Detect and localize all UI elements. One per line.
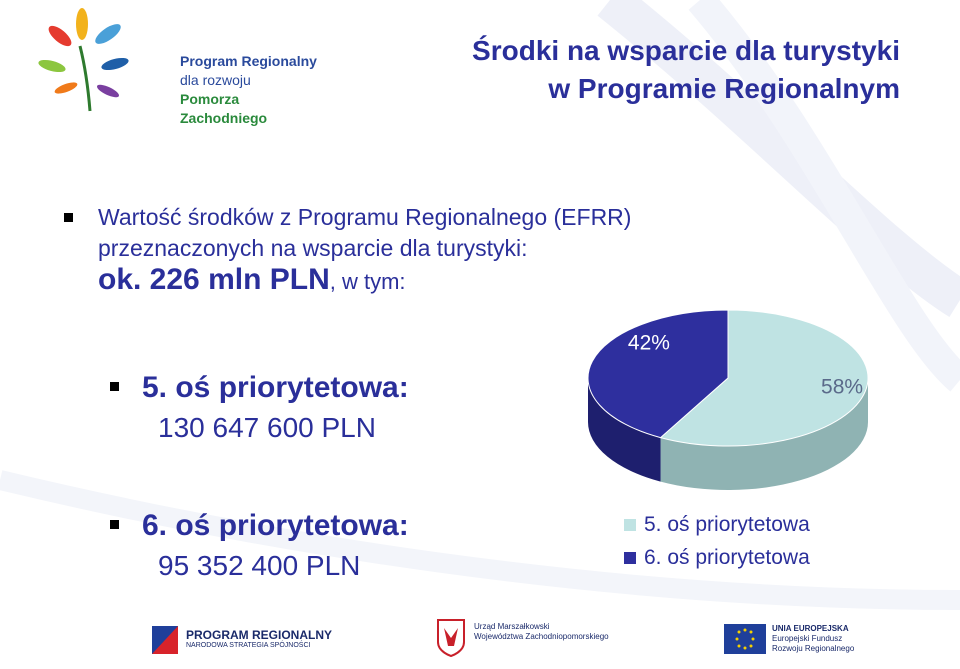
intro-line2: przeznaczonych na wsparcie dla turystyki…	[98, 235, 528, 261]
legend-label: 5. oś priorytetowa	[644, 513, 810, 536]
intro-suffix: , w tym:	[329, 269, 406, 294]
footer-center-line1: Urząd Marszałkowski	[474, 622, 550, 631]
title-line1: Środki na wsparcie dla turystyki	[472, 35, 900, 66]
pie-label-2: 42%	[628, 332, 670, 355]
axis-name: 6. oś priorytetowa:	[142, 509, 409, 542]
footer-right-line3: Rozwoju Regionalnego	[772, 644, 855, 653]
chart-legend: 5. oś priorytetowa 6. oś priorytetowa	[624, 508, 810, 574]
intro-line1: Wartość środków z Programu Regionalnego …	[98, 204, 632, 230]
legend-swatch	[624, 518, 636, 531]
axis-item-5: 5. oś priorytetowa: 130 647 600 PLN	[110, 368, 409, 448]
footer-center-line2: Województwa Zachodniopomorskiego	[474, 632, 609, 641]
axis-name: 5. oś priorytetowa:	[142, 371, 409, 404]
footer-logos: PROGRAM REGIONALNY NARODOWA STRATEGIA SP…	[0, 610, 960, 669]
footer-left-line2: NARODOWA STRATEGIA SPÓJNOŚCI	[186, 642, 311, 649]
axis-amount: 95 352 400 PLN	[158, 550, 361, 581]
footer-right-line2: Europejski Fundusz	[772, 634, 843, 643]
legend-swatch	[624, 551, 636, 564]
eu-flag-icon	[724, 624, 766, 654]
logo-line2: dla rozwoju	[180, 72, 251, 88]
bullet-square-icon	[110, 520, 119, 529]
axis-amount: 130 647 600 PLN	[158, 412, 376, 443]
intro-amount: ok. 226 mln PLN	[98, 263, 330, 296]
flag-logo-icon	[152, 626, 178, 654]
bullet-square-icon	[110, 382, 119, 391]
logo-text: Program Regionalny dla rozwoju Pomorza Z…	[180, 52, 320, 128]
legend-label: 6. oś priorytetowa	[644, 546, 810, 569]
title-line2: w Programie Regionalnym	[548, 73, 900, 104]
coat-of-arms-icon	[437, 619, 465, 658]
logo-line3: Pomorza Zachodniego	[180, 91, 268, 126]
pie-slice-2	[587, 309, 729, 439]
pie-chart: 58% 42%	[587, 309, 869, 490]
footer-left-line1: PROGRAM REGIONALNY	[186, 628, 333, 642]
pie-side-1	[660, 378, 868, 490]
pie-slice-1	[659, 309, 869, 447]
flower-logo-icon	[38, 8, 129, 112]
axis-item-6: 6. oś priorytetowa: 95 352 400 PLN	[110, 506, 409, 586]
program-logo: Program Regionalny dla rozwoju Pomorza Z…	[30, 6, 320, 126]
legend-item: 5. oś priorytetowa	[624, 508, 810, 541]
bullet-square-icon	[64, 213, 73, 222]
pie-label-1: 58%	[821, 375, 863, 398]
pie-side-2	[588, 378, 661, 482]
intro-bullet: Wartość środków z Programu Regionalnego …	[64, 202, 824, 297]
logo-line1: Program Regionalny	[180, 53, 317, 69]
legend-item: 6. oś priorytetowa	[624, 541, 810, 574]
slide-title: Środki na wsparcie dla turystyki w Progr…	[472, 32, 900, 108]
footer-right-line1: UNIA EUROPEJSKA	[772, 624, 849, 633]
